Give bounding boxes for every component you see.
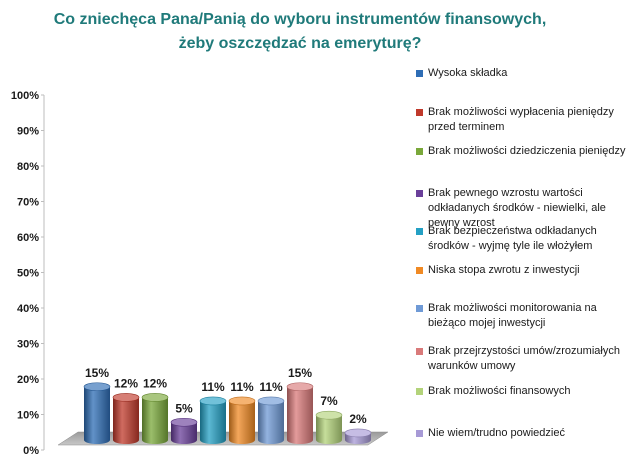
y-tick-label: 100% [11,90,39,102]
chart-title-line-1: Co zniechęca Pana/Panią do wyboru instru… [53,11,547,28]
chart-title: Co zniechęca Pana/Panią do wyboru instru… [40,8,560,56]
bar [257,396,285,444]
legend-swatch [416,267,423,274]
legend-label: Brak bezpieczeństwa odkładanych środków … [428,225,597,252]
data-label: 12% [114,376,138,390]
legend-item: Brak bezpieczeństwa odkładanych środków … [416,224,626,254]
bar [228,396,256,444]
bar [112,393,140,444]
legend-label: Brak możliwości dziedziczenia pieniędzy [428,145,626,157]
legend-item: Brak pewnego wzrostu wartości odkładanyc… [416,186,626,231]
legend-swatch [416,70,423,77]
y-tick-label: 30% [17,339,39,351]
legend-label: Niska stopa zwrotu z inwestycji [428,264,580,276]
y-tick-label: 40% [17,303,39,315]
legend-swatch [416,109,423,116]
legend-item: Niska stopa zwrotu z inwestycji [416,263,626,278]
bar [170,417,198,444]
legend-label: Brak możliwości monitorowania na bieżąco… [428,302,597,329]
data-label: 11% [230,380,254,394]
data-label: 5% [175,401,193,415]
bar [83,382,111,444]
legend-swatch [416,388,423,395]
y-tick-label: 80% [17,161,39,173]
y-tick-label: 50% [17,268,39,280]
data-label: 2% [349,412,367,426]
legend-label: Wysoka składka [428,67,508,79]
legend-item: Wysoka składka [416,66,626,81]
data-label: 15% [288,366,312,380]
data-label: 7% [320,394,338,408]
legend-item: Brak możliwości finansowych [416,384,626,399]
legend-label: Brak możliwości wypłacenia pieniędzy prz… [428,106,614,133]
data-label: 15% [85,366,109,380]
y-tick-label: 70% [17,197,39,209]
y-tick-label: 90% [17,126,39,138]
bar [315,410,343,444]
data-label: 11% [201,380,225,394]
bar [141,393,169,444]
data-label: 12% [143,376,167,390]
legend-swatch [416,348,423,355]
legend-label: Brak pewnego wzrostu wartości odkładanyc… [428,187,606,229]
bar [286,382,314,444]
y-tick-label: 0% [23,445,39,457]
legend-swatch [416,228,423,235]
legend-swatch [416,148,423,155]
legend-swatch [416,430,423,437]
legend-swatch [416,190,423,197]
legend-item: Brak możliwości wypłacenia pieniędzy prz… [416,105,626,135]
bar [199,396,227,444]
legend-label: Brak możliwości finansowych [428,385,571,397]
bar [344,428,372,444]
legend-label: Nie wiem/trudno powiedzieć [428,427,565,439]
legend-swatch [416,305,423,312]
legend-item: Brak przejrzystości umów/zrozumiałych wa… [416,344,626,374]
legend-label: Brak przejrzystości umów/zrozumiałych wa… [428,345,620,372]
legend-item: Brak możliwości dziedziczenia pieniędzy [416,144,626,159]
chart-title-line-2: żeby oszczędzać na emeryturę? [178,35,422,52]
y-tick-label: 10% [17,410,39,422]
data-label: 11% [259,380,283,394]
y-tick-label: 60% [17,232,39,244]
legend-item: Nie wiem/trudno powiedzieć [416,426,626,441]
legend-item: Brak możliwości monitorowania na bieżąco… [416,301,626,331]
y-tick-label: 20% [17,374,39,386]
